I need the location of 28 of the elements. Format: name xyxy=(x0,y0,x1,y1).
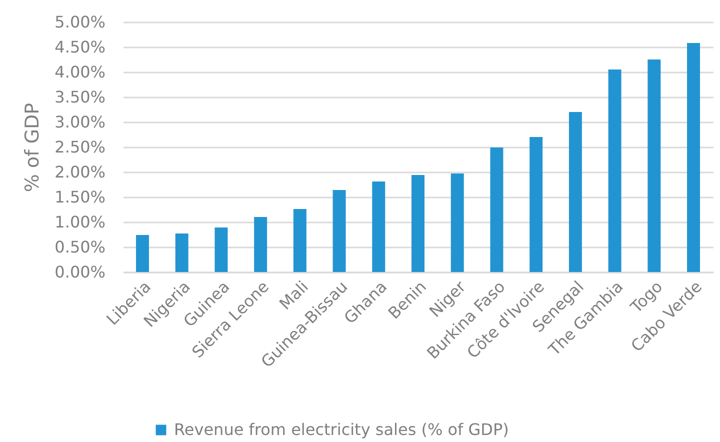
bar xyxy=(332,190,346,272)
y-tick-label: 0.50% xyxy=(54,238,106,256)
bar xyxy=(530,137,543,272)
bar xyxy=(372,182,386,272)
bar xyxy=(687,43,700,272)
bar xyxy=(136,235,149,272)
bar xyxy=(412,175,424,272)
y-tick-label: 0.00% xyxy=(54,262,106,282)
y-tick-label: 3.00% xyxy=(54,112,106,132)
y-tick-label: 4.50% xyxy=(54,38,106,56)
bar xyxy=(254,217,268,272)
y-tick-label: 4.00% xyxy=(54,62,106,82)
bar xyxy=(293,209,306,272)
bar xyxy=(450,174,464,272)
legend-label: Revenue from electricity sales (% of GDP) xyxy=(174,420,509,439)
y-axis-title: % of GDP xyxy=(22,102,44,192)
y-tick-label: 2.50% xyxy=(54,138,106,156)
y-tick-label: 1.00% xyxy=(54,212,106,232)
y-tick-label: 1.50% xyxy=(54,188,106,206)
bar xyxy=(175,234,188,272)
y-tick-label: 5.00% xyxy=(54,12,106,32)
bar xyxy=(568,112,582,272)
bar xyxy=(608,70,622,272)
y-tick-label: 3.50% xyxy=(54,88,106,106)
bar xyxy=(490,148,504,272)
bar xyxy=(648,60,661,272)
bar xyxy=(214,228,228,272)
y-tick-label: 2.00% xyxy=(54,162,106,182)
